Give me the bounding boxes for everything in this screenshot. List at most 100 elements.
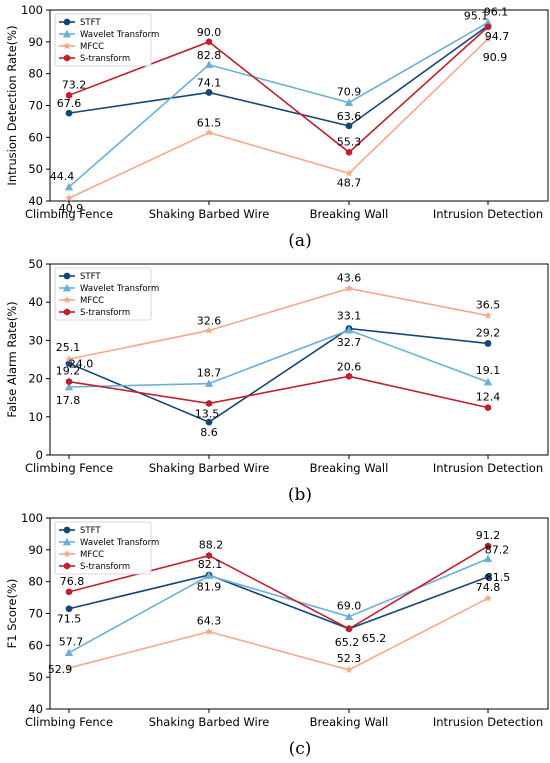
- legend-label: S-transform: [80, 562, 130, 572]
- x-tick-label-climbing-fence: Climbing Fence: [25, 715, 113, 729]
- data-point-s-transform: [484, 23, 492, 31]
- legend-swatch-marker: [62, 283, 72, 292]
- legend-item-mfcc: MFCC: [59, 549, 104, 560]
- y-axis-label: F1 Score(%): [5, 579, 19, 649]
- data-label: 19.2: [56, 365, 81, 378]
- data-label: 61.5: [197, 117, 222, 130]
- y-tick-label: 20: [28, 372, 43, 386]
- legend-swatch-marker: [63, 526, 71, 534]
- data-label: 88.2: [199, 539, 224, 552]
- data-label: 25.1: [56, 341, 81, 354]
- data-point-wavelet-transform: [204, 379, 214, 387]
- x-tick-label-shaking-barbed-wire: Shaking Barbed Wire: [149, 207, 270, 221]
- data-point-stft: [205, 418, 213, 426]
- data-label: 70.9: [337, 86, 362, 99]
- series-line-wavelet-transform: [68, 21, 489, 188]
- series-line-stft: [68, 574, 489, 630]
- x-tick-label-shaking-barbed-wire: Shaking Barbed Wire: [149, 461, 270, 475]
- data-label: 65.2: [362, 632, 387, 645]
- series-line-s-transform: [68, 375, 489, 409]
- series-line-s-transform: [68, 26, 489, 154]
- data-label: 74.8: [476, 581, 501, 594]
- data-point-wavelet-transform: [64, 382, 74, 391]
- data-point-s-transform: [345, 372, 353, 380]
- data-point-wavelet-transform: [483, 554, 493, 563]
- chart-panel-a: 40 50 60 70 80 90 100 Climbing Fence Shaking Bar…: [0, 0, 550, 254]
- legend-item-mfcc: MFCC: [59, 295, 104, 306]
- data-point-s-transform: [484, 404, 492, 412]
- data-label: 57.7: [59, 636, 84, 649]
- series-s-transform: [65, 372, 492, 412]
- data-label: 64.3: [197, 615, 222, 628]
- series-line-wavelet-transform: [68, 329, 489, 388]
- y-tick-label: 30: [28, 333, 43, 347]
- legend-item-s-transform: S-transform: [59, 562, 130, 572]
- data-point-stft: [65, 109, 73, 117]
- data-point-wavelet-transform: [344, 98, 354, 106]
- data-point-wavelet-transform: [344, 612, 354, 621]
- data-label: 29.2: [476, 326, 501, 339]
- legend-label: S-transform: [80, 308, 130, 318]
- series-stft: [65, 571, 492, 633]
- series-mfcc: [65, 34, 492, 202]
- data-label: 36.5: [476, 299, 501, 312]
- legend: STFT Wavelet Transform MFCC S-transform: [54, 521, 159, 575]
- data-label: 52.9: [48, 663, 73, 676]
- series-line-mfcc: [68, 38, 489, 199]
- data-label: 82.1: [198, 558, 223, 571]
- data-label: 43.6: [337, 271, 362, 284]
- data-point-mfcc: [65, 663, 73, 672]
- chart-panel-c: 40 50 60 70 80 90 100 Climbing Fence Shaking Bar…: [0, 508, 550, 763]
- data-label: 81.5: [486, 571, 511, 584]
- y-tick-label: 70: [28, 99, 43, 113]
- data-label: 8.6: [200, 426, 218, 439]
- data-label: 82.8: [197, 49, 222, 62]
- data-label: 95.1: [464, 10, 489, 23]
- intrusion-detection-rate-chart: 40 50 60 70 80 90 100 Climbing Fence Shaking Bar…: [5, 3, 549, 251]
- series-line-stft: [68, 327, 489, 424]
- data-label: 81.9: [197, 581, 222, 594]
- data-label: 48.7: [337, 176, 362, 189]
- data-label: 33.1: [337, 310, 362, 323]
- data-label: 63.6: [337, 110, 362, 123]
- y-tick-label: 40: [28, 194, 43, 208]
- data-label: 24.0: [69, 357, 94, 370]
- data-point-mfcc: [345, 284, 353, 292]
- legend-label: MFCC: [80, 42, 104, 52]
- legend-item-wavelet-transform: Wavelet Transform: [59, 537, 159, 548]
- data-point-mfcc: [484, 594, 492, 602]
- y-axis-label: Intrusion Detection Rate(%): [5, 25, 19, 185]
- series-wavelet-transform: [64, 18, 493, 191]
- data-point-s-transform: [345, 148, 353, 156]
- plot-frame: [49, 263, 549, 456]
- legend-box: [54, 521, 152, 575]
- data-point-mfcc: [345, 665, 353, 674]
- y-tick-label: 70: [28, 607, 43, 621]
- data-point-stft: [345, 122, 353, 130]
- y-tick-label: 80: [28, 575, 43, 589]
- legend-swatch-marker: [63, 295, 71, 304]
- y-tick-label: 40: [28, 702, 43, 716]
- series-wavelet-transform: [64, 325, 493, 391]
- data-label: 96.1: [484, 5, 509, 18]
- x-tick-label-climbing-fence: Climbing Fence: [25, 207, 113, 221]
- legend-item-stft: STFT: [59, 18, 101, 28]
- data-point-wavelet-transform: [483, 18, 493, 26]
- legend-label: S-transform: [80, 54, 130, 64]
- data-label: 73.2: [62, 78, 87, 91]
- x-tick-label-breaking-wall: Breaking Wall: [310, 207, 389, 221]
- legend-box: [54, 13, 152, 67]
- data-label: 44.4: [50, 170, 75, 183]
- data-point-mfcc: [345, 169, 353, 177]
- data-point-wavelet-transform: [64, 182, 74, 191]
- legend-item-mfcc: MFCC: [59, 41, 104, 52]
- legend-item-stft: STFT: [59, 526, 101, 536]
- series-line-mfcc: [68, 597, 489, 671]
- y-tick-label: 100: [21, 3, 43, 17]
- x-tick-label-intrusion-detection: Intrusion Detection: [433, 461, 543, 475]
- data-label: 18.7: [197, 367, 222, 380]
- legend-swatch-marker: [62, 537, 72, 546]
- data-point-stft: [484, 573, 492, 581]
- data-label: 55.3: [337, 135, 362, 148]
- y-tick-label: 50: [28, 257, 43, 271]
